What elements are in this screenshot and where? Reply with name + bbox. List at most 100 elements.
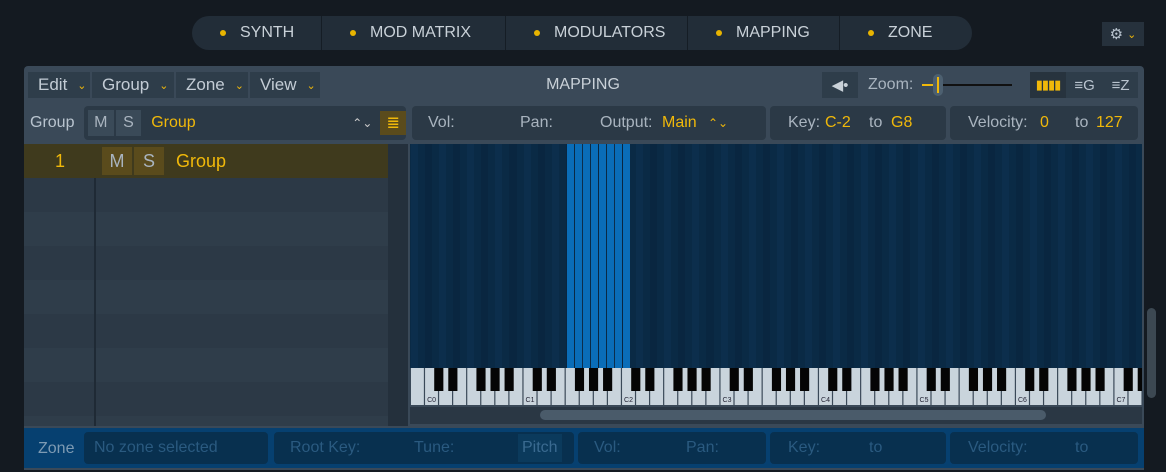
zone-menu[interactable]: Zone ⌄ — [176, 72, 248, 98]
black-key[interactable] — [476, 368, 486, 391]
black-key[interactable] — [771, 368, 782, 391]
group-row[interactable]: 1 M S Group — [24, 144, 388, 178]
octave-label: C1 — [526, 397, 535, 404]
black-key[interactable] — [842, 368, 852, 391]
black-key[interactable] — [884, 368, 894, 391]
velocity-high-field[interactable]: 127 — [1096, 114, 1123, 131]
black-key[interactable] — [490, 368, 500, 391]
black-key[interactable] — [968, 368, 979, 391]
black-key[interactable] — [448, 368, 458, 391]
black-key[interactable] — [997, 368, 1007, 391]
tab-modulators[interactable]: MODULATORS — [506, 16, 688, 50]
zone-column[interactable] — [567, 144, 575, 368]
grid-column — [819, 144, 827, 368]
pan-label[interactable]: Pan: — [520, 114, 553, 131]
speaker-button[interactable]: ◀• — [822, 72, 858, 98]
velocity-low-field[interactable]: 0 — [1040, 114, 1049, 131]
zone-name-field[interactable]: No zone selected — [84, 432, 268, 464]
black-key[interactable] — [1067, 368, 1077, 391]
black-key[interactable] — [1039, 368, 1049, 391]
status-dot — [716, 30, 722, 36]
horizontal-scrollbar[interactable] — [410, 407, 1142, 424]
black-key[interactable] — [729, 368, 739, 391]
tune-label[interactable]: Tune: — [414, 439, 455, 456]
black-key[interactable] — [1123, 368, 1133, 391]
black-key[interactable] — [870, 368, 880, 391]
mapping-grid[interactable] — [410, 144, 1142, 368]
black-key[interactable] — [926, 368, 936, 391]
mute-button[interactable]: M — [102, 147, 132, 175]
key-label[interactable]: Key: — [788, 439, 821, 456]
black-key[interactable] — [504, 368, 514, 391]
zone-column[interactable] — [607, 144, 615, 368]
mute-button[interactable]: M — [88, 110, 114, 136]
zone-column[interactable] — [583, 144, 591, 368]
velocity-label[interactable]: Velocity: — [968, 439, 1028, 456]
black-key[interactable] — [785, 368, 796, 391]
black-key[interactable] — [687, 368, 697, 391]
octave-label: C4 — [821, 397, 830, 404]
zone-column[interactable] — [615, 144, 623, 368]
vol-label[interactable]: Vol: — [428, 114, 455, 131]
group-view-icon[interactable]: ≡G — [1074, 76, 1095, 94]
root-key-label[interactable]: Root Key: — [290, 439, 361, 456]
black-key[interactable] — [940, 368, 950, 391]
view-menu[interactable]: View ⌄ — [250, 72, 320, 98]
black-key[interactable] — [434, 368, 444, 391]
black-key[interactable] — [743, 368, 753, 391]
tab-mod-matrix[interactable]: MOD MATRIX — [322, 16, 506, 50]
black-key[interactable] — [828, 368, 838, 391]
vertical-scrollbar-thumb[interactable] — [1147, 308, 1156, 398]
grid-column — [467, 144, 475, 368]
black-key[interactable] — [574, 368, 585, 391]
black-key[interactable] — [588, 368, 599, 391]
edit-menu[interactable]: Edit ⌄ — [28, 72, 90, 98]
tab-synth[interactable]: SYNTH — [192, 16, 322, 50]
black-key[interactable] — [645, 368, 655, 391]
piano-keyboard[interactable]: C0 C1 C2 C3 C4 C5 C6 C7 — [410, 368, 1142, 406]
zone-column[interactable] — [575, 144, 583, 368]
zone-column[interactable] — [591, 144, 599, 368]
scrollbar-thumb[interactable] — [540, 410, 1046, 420]
updown-chevron-icon: ⌃⌄ — [708, 116, 729, 130]
keyboard-view-button[interactable]: ▮▮▮▮ — [1030, 72, 1066, 98]
zoom-slider[interactable] — [922, 84, 1012, 86]
zone-column[interactable] — [623, 144, 631, 368]
vol-label[interactable]: Vol: — [594, 439, 621, 456]
zone-column[interactable] — [599, 144, 607, 368]
key-low-field[interactable]: C-2 — [825, 114, 851, 131]
group-dropdown[interactable]: Group — [151, 114, 196, 131]
solo-button[interactable]: S — [115, 110, 142, 136]
black-key[interactable] — [673, 368, 683, 391]
grid-column — [1001, 144, 1009, 368]
grid-column — [917, 144, 925, 368]
black-key[interactable] — [1025, 368, 1035, 391]
black-key[interactable] — [898, 368, 908, 391]
group-menu[interactable]: Group ⌄ — [92, 72, 174, 98]
zone-view-icon[interactable]: ≡Z — [1111, 76, 1130, 94]
white-key[interactable] — [411, 368, 424, 405]
key-high-field[interactable]: G8 — [891, 114, 913, 131]
tab-zone[interactable]: ZONE — [840, 16, 970, 50]
settings-button[interactable]: ⚙ ⌄ — [1102, 22, 1144, 46]
black-key[interactable] — [800, 368, 810, 391]
black-key[interactable] — [1095, 368, 1105, 391]
black-key[interactable] — [546, 368, 556, 391]
tab-mapping[interactable]: MAPPING — [688, 16, 840, 50]
list-button[interactable]: ≣ — [380, 111, 406, 135]
black-key[interactable] — [631, 368, 641, 391]
black-key[interactable] — [982, 368, 993, 391]
black-key[interactable] — [1137, 368, 1142, 391]
pan-label[interactable]: Pan: — [686, 439, 719, 456]
output-dropdown[interactable]: Main — [662, 114, 697, 131]
pitch-button[interactable]: Pitch — [518, 434, 562, 462]
zoom-slider-thumb[interactable] — [933, 74, 943, 96]
solo-button[interactable]: S — [134, 147, 164, 175]
black-key[interactable] — [532, 368, 542, 391]
black-key[interactable] — [1081, 368, 1091, 391]
grid-column — [833, 144, 841, 368]
black-key[interactable] — [701, 368, 711, 391]
updown-chevron-icon[interactable]: ⌃⌄ — [352, 116, 373, 130]
grid-column — [1100, 144, 1108, 368]
black-key[interactable] — [603, 368, 613, 391]
